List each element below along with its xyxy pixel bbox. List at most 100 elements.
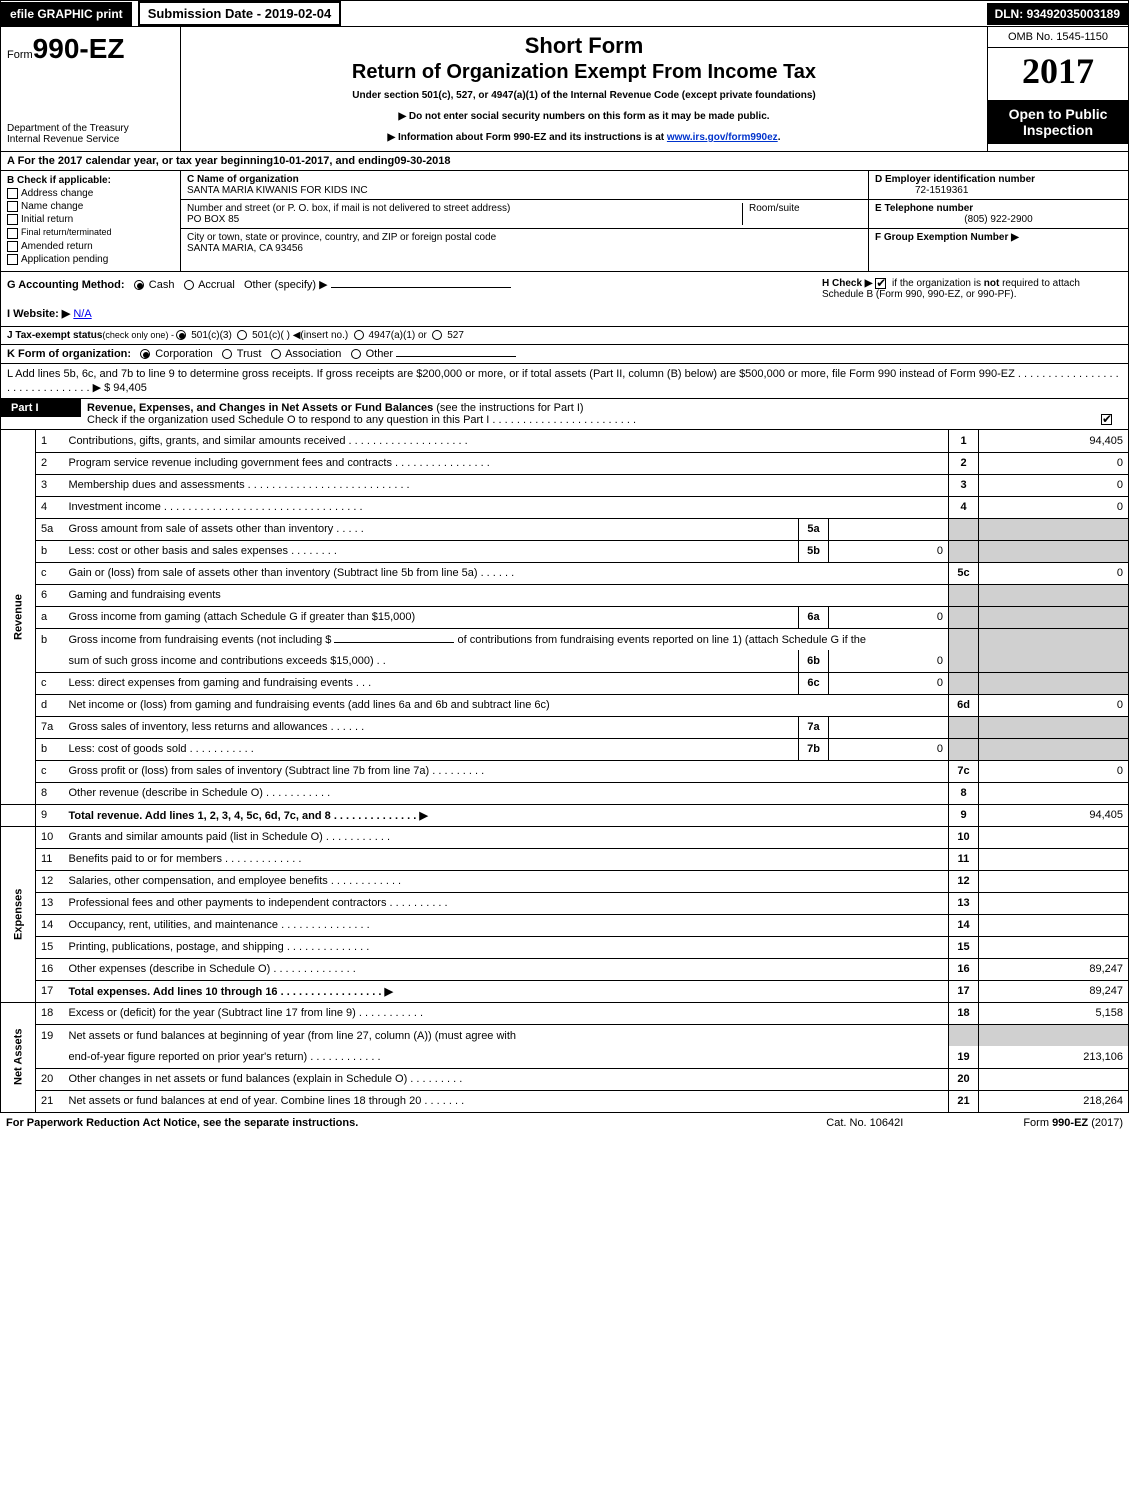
l3-no: 3 <box>36 474 64 496</box>
footer-right-form: 990-EZ <box>1052 1117 1088 1129</box>
l7c-val: 0 <box>979 760 1129 782</box>
radio-501c3[interactable] <box>176 330 186 340</box>
l7b-sn: 7b <box>799 738 829 760</box>
l17-desc-b: Total expenses. Add lines 10 through 16 … <box>69 986 393 998</box>
dln-box: DLN: 93492035003189 <box>987 3 1128 25</box>
e-label: E Telephone number <box>875 203 973 214</box>
l5c-val: 0 <box>979 562 1129 584</box>
l11-val <box>979 848 1129 870</box>
l6b-blank[interactable] <box>334 642 454 643</box>
l7b-no: b <box>36 738 64 760</box>
l14-col: 14 <box>949 914 979 936</box>
form-prefix: Form <box>7 49 33 61</box>
l18-desc: Excess or (deficit) for the year (Subtra… <box>64 1002 949 1024</box>
l6d-no: d <box>36 694 64 716</box>
line-2: 2 Program service revenue including gove… <box>1 452 1129 474</box>
chk-application-pending[interactable]: Application pending <box>7 254 174 265</box>
radio-4947[interactable] <box>354 330 364 340</box>
radio-accrual[interactable] <box>184 280 194 290</box>
line-7a: 7a Gross sales of inventory, less return… <box>1 716 1129 738</box>
l18-val: 5,158 <box>979 1002 1129 1024</box>
l7a-no: 7a <box>36 716 64 738</box>
line-4: 4 Investment income . . . . . . . . . . … <box>1 496 1129 518</box>
l14-no: 14 <box>36 914 64 936</box>
radio-corporation-label: Corporation <box>155 348 212 360</box>
side-expenses: Expenses <box>1 826 36 1002</box>
l15-no: 15 <box>36 936 64 958</box>
l6b-no: b <box>36 628 64 650</box>
dln-label: DLN: <box>995 7 1027 21</box>
note-ssn: ▶ Do not enter social security numbers o… <box>191 111 977 122</box>
l7a-val <box>979 716 1129 738</box>
l9-col: 9 <box>949 804 979 826</box>
radio-trust[interactable] <box>222 349 232 359</box>
l-text: L Add lines 5b, 6c, and 7b to line 9 to … <box>7 368 1119 394</box>
l5b-sv: 0 <box>829 540 949 562</box>
g-other-input[interactable] <box>331 287 511 288</box>
l13-col: 13 <box>949 892 979 914</box>
page-footer: For Paperwork Reduction Act Notice, see … <box>0 1113 1129 1132</box>
d-label: D Employer identification number <box>875 174 1035 185</box>
efile-print-button[interactable]: efile GRAPHIC print <box>1 2 132 26</box>
side-netassets: Net Assets <box>1 1002 36 1112</box>
city-label: City or town, state or province, country… <box>187 232 496 243</box>
submission-date-box: Submission Date - 2019-02-04 <box>138 1 342 26</box>
chk-schedule-o[interactable] <box>1101 414 1112 425</box>
l6d-desc: Net income or (loss) from gaming and fun… <box>64 694 949 716</box>
row-k: K Form of organization: Corporation Trus… <box>0 345 1129 364</box>
l4-val: 0 <box>979 496 1129 518</box>
line-1: Revenue 1 Contributions, gifts, grants, … <box>1 430 1129 452</box>
omb-number: OMB No. 1545-1150 <box>988 27 1128 48</box>
line-20: 20 Other changes in net assets or fund b… <box>1 1068 1129 1090</box>
line-16: 16 Other expenses (describe in Schedule … <box>1 958 1129 980</box>
instructions-link[interactable]: www.irs.gov/form990ez <box>667 132 778 143</box>
l21-no: 21 <box>36 1090 64 1112</box>
l6b-d2: of contributions from fundraising events… <box>458 634 866 646</box>
radio-527[interactable] <box>432 330 442 340</box>
l2-col: 2 <box>949 452 979 474</box>
chk-initial-return[interactable]: Initial return <box>7 214 174 225</box>
header-left: Form990-EZ Department of the Treasury In… <box>1 27 181 151</box>
radio-cash[interactable] <box>134 280 144 290</box>
l3-val: 0 <box>979 474 1129 496</box>
l9-desc-b: Total revenue. Add lines 1, 2, 3, 4, 5c,… <box>69 810 428 822</box>
l5a-sv <box>829 518 949 540</box>
chk-amended-return[interactable]: Amended return <box>7 241 174 252</box>
radio-other-org[interactable] <box>351 349 361 359</box>
l11-desc: Benefits paid to or for members . . . . … <box>64 848 949 870</box>
line-11: 11 Benefits paid to or for members . . .… <box>1 848 1129 870</box>
l8-no: 8 <box>36 782 64 804</box>
line-7b: b Less: cost of goods sold . . . . . . .… <box>1 738 1129 760</box>
l19-col1 <box>949 1024 979 1046</box>
c-name-row: C Name of organization SANTA MARIA KIWAN… <box>181 171 868 200</box>
l6c-col <box>949 672 979 694</box>
l14-desc: Occupancy, rent, utilities, and maintena… <box>64 914 949 936</box>
l10-no: 10 <box>36 826 64 848</box>
chk-final-return[interactable]: Final return/terminated <box>7 227 174 238</box>
l1-val: 94,405 <box>979 430 1129 452</box>
l19-val: 213,106 <box>979 1046 1129 1068</box>
l6a-val <box>979 606 1129 628</box>
l5b-desc: Less: cost or other basis and sales expe… <box>64 540 799 562</box>
chk-schedule-b[interactable] <box>875 278 886 289</box>
chk-address-change-label: Address change <box>21 188 93 199</box>
l10-val <box>979 826 1129 848</box>
radio-association[interactable] <box>271 349 281 359</box>
l7c-desc: Gross profit or (loss) from sales of inv… <box>64 760 949 782</box>
line-9: 9 Total revenue. Add lines 1, 2, 3, 4, 5… <box>1 804 1129 826</box>
chk-amended-return-label: Amended return <box>21 241 93 252</box>
radio-501c[interactable] <box>237 330 247 340</box>
k-other-input[interactable] <box>396 356 516 357</box>
chk-address-change[interactable]: Address change <box>7 188 174 199</box>
chk-name-change[interactable]: Name change <box>7 201 174 212</box>
l15-desc: Printing, publications, postage, and shi… <box>64 936 949 958</box>
l13-no: 13 <box>36 892 64 914</box>
period-mid: , and ending <box>329 155 394 167</box>
l12-no: 12 <box>36 870 64 892</box>
l7c-no: c <box>36 760 64 782</box>
website-link[interactable]: N/A <box>73 308 91 320</box>
l10-desc: Grants and similar amounts paid (list in… <box>64 826 949 848</box>
radio-corporation[interactable] <box>140 349 150 359</box>
l7a-desc: Gross sales of inventory, less returns a… <box>64 716 799 738</box>
l6-desc: Gaming and fundraising events <box>64 584 949 606</box>
